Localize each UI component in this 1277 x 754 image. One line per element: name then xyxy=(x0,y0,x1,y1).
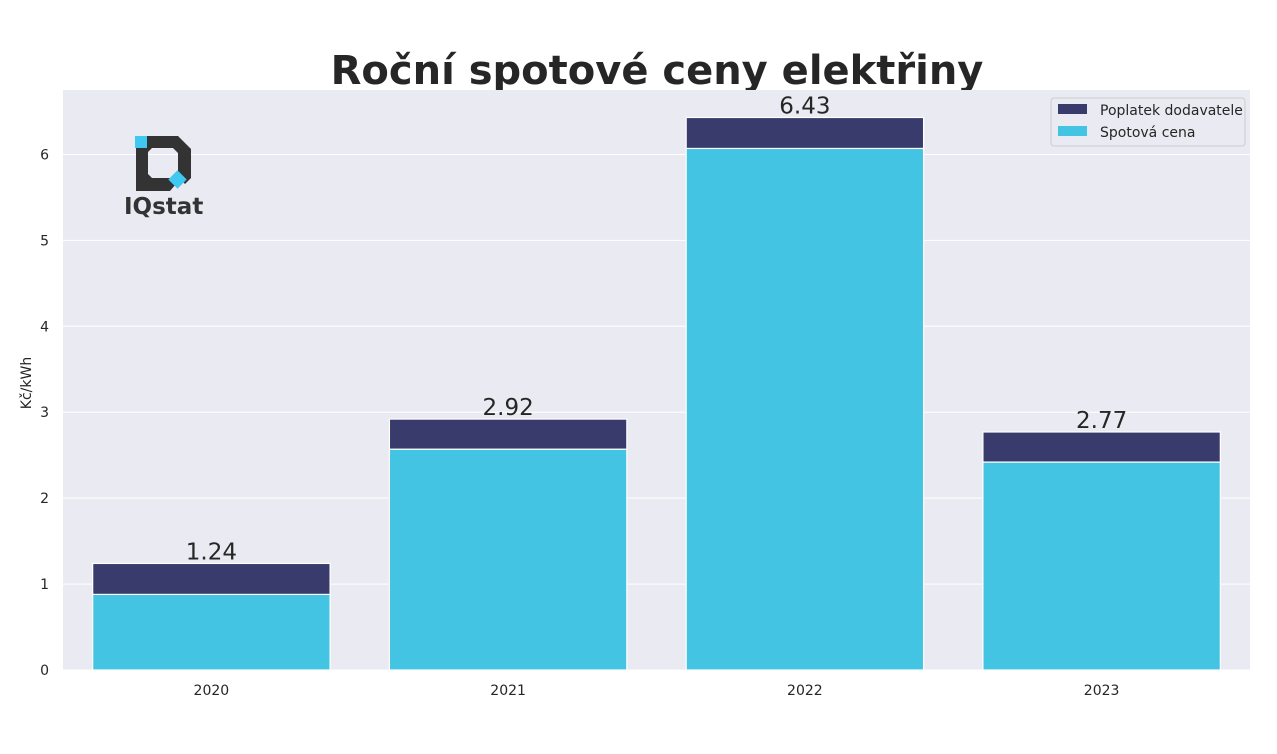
bar-segment xyxy=(388,418,628,450)
logo-mark-icon xyxy=(135,136,191,191)
legend-swatch-spot-price xyxy=(1058,126,1087,136)
y-tick-label: 6 xyxy=(40,147,49,163)
y-tick-label: 2 xyxy=(40,491,49,507)
iqstat-logo: IQstat xyxy=(124,136,203,220)
y-axis-label: Kč/kWh xyxy=(19,357,35,409)
bar-total-label: 6.43 xyxy=(779,93,830,119)
legend-label-spot-price: Spotová cena xyxy=(1100,125,1195,141)
y-tick-label: 0 xyxy=(40,663,49,679)
y-tick-label: 4 xyxy=(40,319,49,335)
y-tick-label: 1 xyxy=(40,577,49,593)
bar-total-label: 2.77 xyxy=(1076,408,1127,434)
x-tick-label: 2022 xyxy=(787,683,823,699)
bar-segment xyxy=(92,593,331,671)
bar-segment xyxy=(982,461,1221,671)
legend-swatch-supplier-fee xyxy=(1058,104,1087,114)
x-axis-ticks: 2020 2021 2022 2023 xyxy=(194,683,1120,699)
bar-total-label: 2.92 xyxy=(483,395,534,421)
y-tick-label: 3 xyxy=(40,405,49,421)
x-tick-label: 2021 xyxy=(490,683,526,699)
bar-total-label: 1.24 xyxy=(186,539,237,565)
bar-segment xyxy=(982,431,1221,463)
x-tick-label: 2020 xyxy=(194,683,230,699)
chart-title: Roční spotové ceny elektřiny xyxy=(331,48,984,94)
x-tick-label: 2023 xyxy=(1084,683,1120,699)
bar-segment xyxy=(685,147,925,671)
legend-label-supplier-fee: Poplatek dodavatele xyxy=(1100,103,1243,119)
logo-text: IQstat xyxy=(124,194,203,220)
legend-box xyxy=(1050,97,1246,147)
y-axis-ticks: 0 1 2 3 4 5 6 xyxy=(40,147,49,679)
legend: Poplatek dodavatele Spotová cena xyxy=(1050,97,1246,147)
bars xyxy=(92,116,1221,671)
data-labels: 1.24 2.92 6.43 2.77 xyxy=(186,93,1127,565)
bar-segment xyxy=(92,562,331,595)
bar-segment xyxy=(685,116,925,150)
bar-segment xyxy=(388,448,628,671)
y-tick-label: 5 xyxy=(40,233,49,249)
